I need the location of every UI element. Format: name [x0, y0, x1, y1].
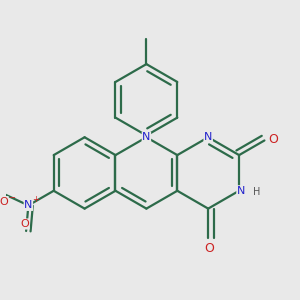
Text: N: N — [204, 132, 212, 142]
Text: N: N — [237, 186, 245, 196]
Text: O: O — [20, 219, 29, 229]
Text: N: N — [142, 132, 151, 142]
Text: +: + — [32, 195, 39, 204]
Text: H: H — [253, 187, 260, 197]
Text: O: O — [0, 196, 8, 207]
Text: −: − — [9, 193, 16, 202]
Text: O: O — [205, 242, 214, 255]
Text: N: N — [24, 200, 33, 210]
Text: O: O — [268, 133, 278, 146]
